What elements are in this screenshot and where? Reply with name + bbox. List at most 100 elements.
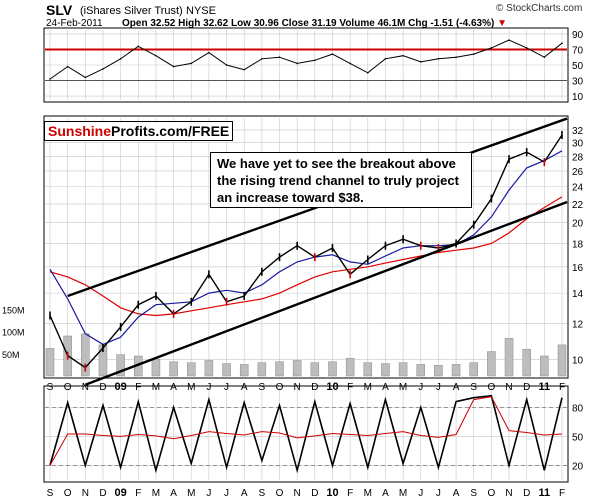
rsi-point xyxy=(119,57,122,60)
volume-bar xyxy=(45,348,55,377)
price-x-tick-label: M xyxy=(399,382,407,393)
price-x-tick-label: N xyxy=(294,382,301,393)
stoch-x-tick-label: J xyxy=(436,488,441,499)
price-x-tick-label: J xyxy=(206,382,211,393)
volume-bar xyxy=(292,360,302,377)
logo-part2: Profits.com/FREE xyxy=(111,123,230,139)
rsi-point xyxy=(384,57,387,60)
rsi-tick-label: 30 xyxy=(572,77,584,88)
stoch-x-tick-label: 10 xyxy=(326,487,338,499)
rsi-point xyxy=(155,54,157,57)
price-x-tick-label: D xyxy=(311,382,318,393)
rsi-point xyxy=(543,56,546,59)
stoch-x-tick-label: J xyxy=(224,488,229,499)
price-x-tick-label: M xyxy=(187,382,195,393)
stoch-x-tick-label: 11 xyxy=(539,487,551,499)
open-label: Open xyxy=(122,18,148,29)
volume-bar xyxy=(345,357,355,377)
price-x-tick-label: F xyxy=(347,382,353,393)
ticker-symbol: SLV xyxy=(46,2,73,18)
rsi-point xyxy=(243,68,246,71)
ticker-name: (iShares Silver Trust) xyxy=(80,5,183,17)
price-x-tick-label: J xyxy=(436,382,441,393)
price-x-tick-label: A xyxy=(453,382,460,393)
stoch-x-tick-label: M xyxy=(364,488,372,499)
price-x-tick-label: D xyxy=(523,382,530,393)
trend-channel-lower xyxy=(84,200,568,386)
volume-bar xyxy=(434,365,443,377)
rsi-point xyxy=(366,71,369,74)
stoch-x-tick-label: J xyxy=(206,488,211,499)
volume-bar xyxy=(151,358,161,377)
volume-bar xyxy=(540,355,549,377)
stoch-x-tick-label: A xyxy=(241,488,248,499)
price-tick-label: 12 xyxy=(572,320,584,331)
price-x-tick-label: N xyxy=(505,382,512,393)
stoch-x-tick-label: S xyxy=(259,488,266,499)
stoch-x-tick-label: M xyxy=(399,488,407,499)
rsi-point xyxy=(525,47,528,49)
rsi-tick-label: 10 xyxy=(572,92,584,103)
price-x-tick-label: 10 xyxy=(326,381,338,393)
open-value: 32.52 xyxy=(150,18,176,29)
ohlc-readout: Open 32.52 High 32.62 Low 30.96 Close 31… xyxy=(122,18,507,29)
price-x-tick-label: A xyxy=(170,382,177,393)
volume-bar xyxy=(239,364,249,377)
stoch-x-tick-label: D xyxy=(523,488,530,499)
stoch-x-tick-label: S xyxy=(470,488,477,499)
annotation-line-2: the rising trend channel to truly projec… xyxy=(217,173,459,188)
price-x-tick-label: D xyxy=(99,382,106,393)
volume-bar xyxy=(363,362,373,377)
rsi-point xyxy=(561,42,563,45)
rsi-point xyxy=(296,62,298,65)
price-tick-label: 16 xyxy=(572,263,584,274)
logo-part1: Sunshine xyxy=(48,123,112,139)
stoch-x-tick-label: O xyxy=(64,488,72,499)
high-value: 32.62 xyxy=(203,18,229,29)
rsi-point xyxy=(190,62,193,65)
rsi-point xyxy=(225,64,228,66)
stoch-x-tick-label: D xyxy=(99,488,106,499)
stoch-tick-label: 20 xyxy=(572,461,584,472)
stoch-x-tick-label: S xyxy=(47,488,54,499)
rsi-point xyxy=(455,56,457,59)
volume-bar xyxy=(398,362,408,377)
rsi-point xyxy=(472,53,475,55)
stoch-x-tick-label: J xyxy=(418,488,423,499)
rsi-line xyxy=(49,39,563,80)
price-tick-label: 20 xyxy=(572,219,584,230)
stoch-x-tick-label: A xyxy=(453,488,460,499)
volume-bar xyxy=(186,362,196,377)
chart-date: 24-Feb-2011 xyxy=(46,18,103,29)
price-x-tick-label: S xyxy=(259,382,266,393)
stoch-x-tick-label: F xyxy=(347,488,353,499)
price-tick-label: 32 xyxy=(572,126,584,137)
volume-bar xyxy=(416,364,426,377)
low-label: Low xyxy=(230,18,251,29)
rsi-point xyxy=(66,65,69,68)
rsi-point xyxy=(490,47,493,49)
rsi-tick-label: 70 xyxy=(572,45,584,56)
rsi-point xyxy=(137,45,140,48)
low-value: 30.96 xyxy=(253,18,279,29)
price-x-tick-label: F xyxy=(559,382,565,393)
volume-bar xyxy=(381,363,390,377)
volume-value: 46.1M xyxy=(377,18,406,29)
price-x-tick-label: 11 xyxy=(539,381,551,393)
chg-down-icon: ▼ xyxy=(497,18,507,29)
volume-bar xyxy=(116,354,125,377)
watermark: © StockCharts.com xyxy=(496,3,583,14)
rsi-point xyxy=(84,76,87,79)
volume-bar xyxy=(310,362,320,377)
price-tick-label: 24 xyxy=(572,183,584,194)
stoch-x-tick-label: O xyxy=(276,488,284,499)
rsi-point xyxy=(349,62,351,65)
close-value: 31.19 xyxy=(311,18,337,29)
sunshine-logo: Sunshine Profits.com/FREE xyxy=(44,121,234,141)
volume-bar xyxy=(504,337,514,377)
volume-bar xyxy=(557,344,567,377)
stoch-x-tick-label: M xyxy=(187,488,195,499)
volume-label: Volume xyxy=(339,18,375,29)
price-x-tick-label: S xyxy=(47,382,54,393)
